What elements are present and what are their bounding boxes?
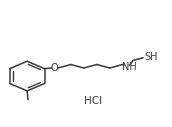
Text: HCl: HCl bbox=[84, 96, 102, 106]
Text: SH: SH bbox=[144, 52, 158, 62]
Text: O: O bbox=[51, 63, 58, 73]
Text: NH: NH bbox=[122, 62, 137, 72]
